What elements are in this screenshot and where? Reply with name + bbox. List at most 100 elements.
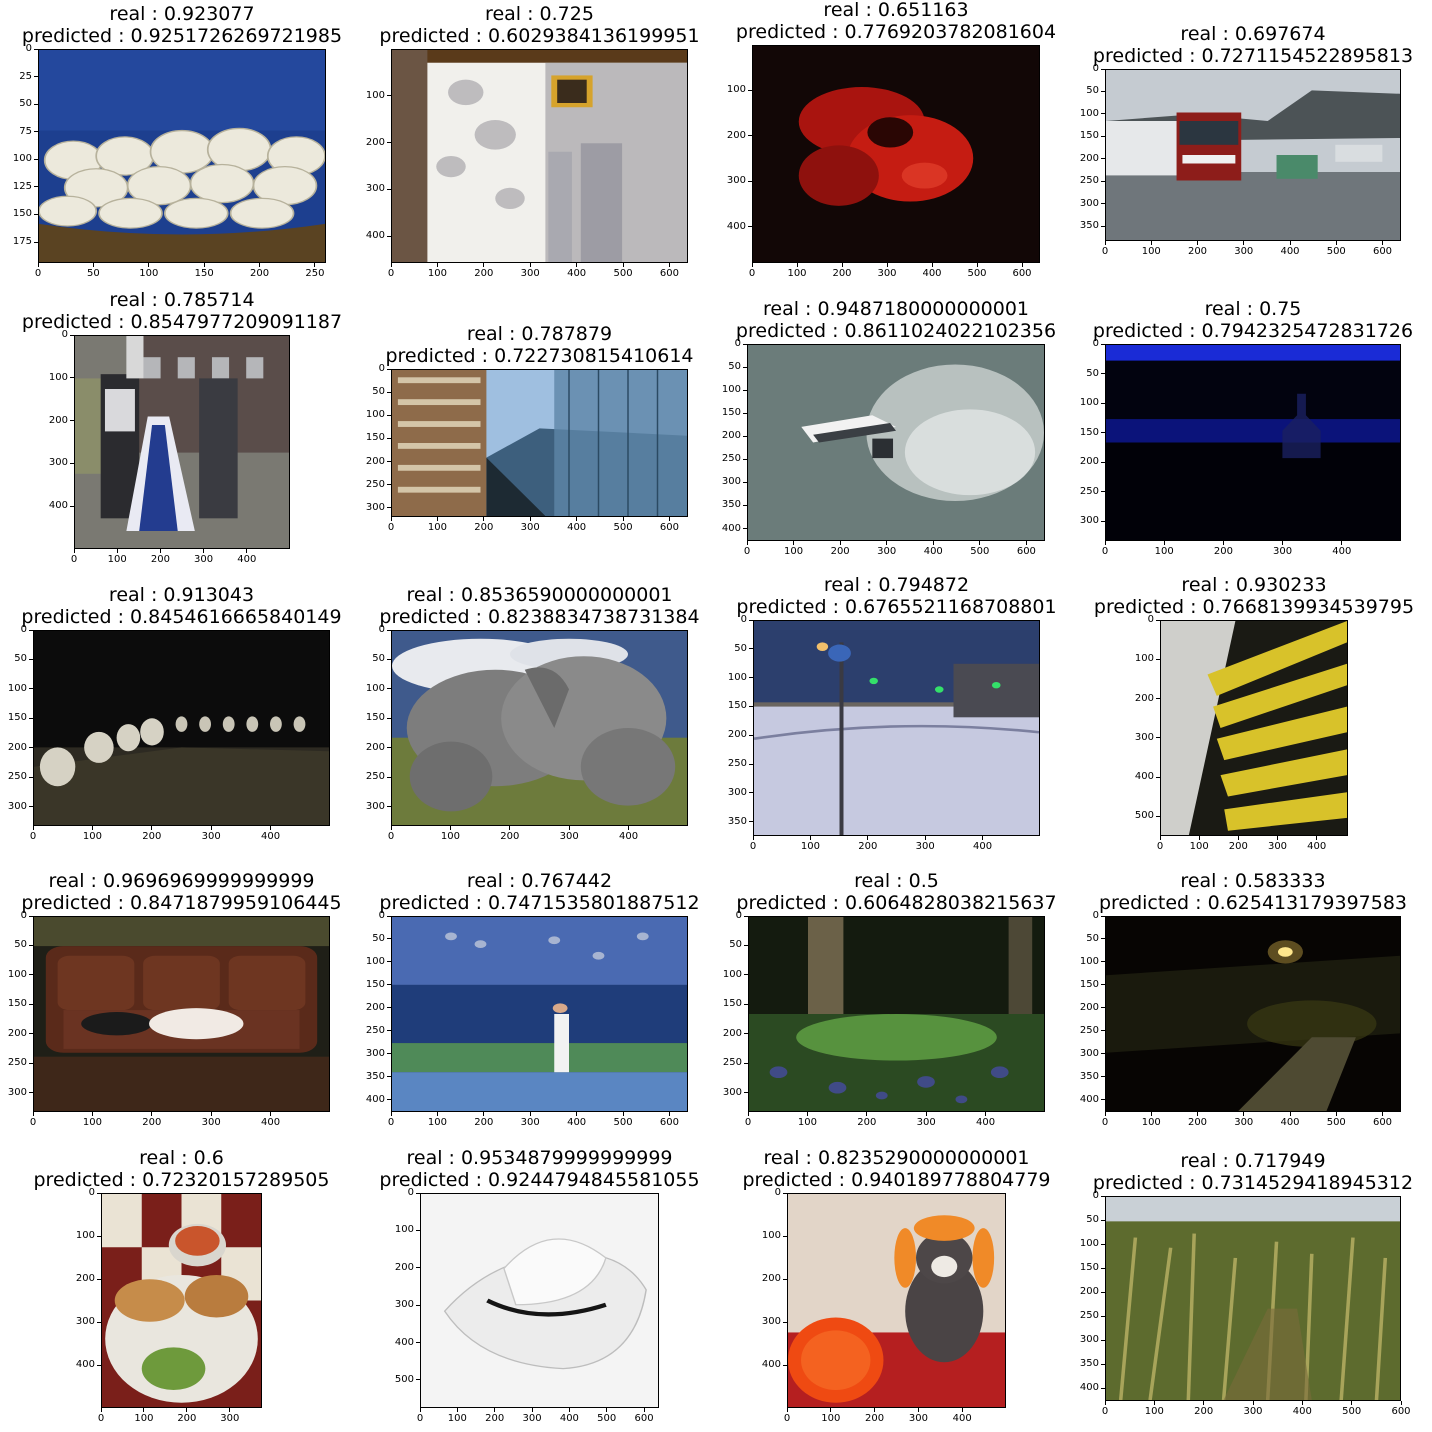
y-tick-label: 0	[378, 624, 385, 635]
x-tick-label: 300	[201, 831, 221, 842]
y-tick-mark	[749, 734, 753, 736]
subplot-title-real: real : 0.794872	[823, 574, 970, 596]
x-tick-mark	[529, 263, 531, 267]
y-tick-mark	[387, 806, 391, 808]
y-tick-mark	[70, 334, 74, 336]
y-tick-label: 400	[726, 220, 746, 232]
x-tick-label: 100	[107, 554, 127, 565]
x-tick-mark	[143, 1408, 145, 1412]
y-tick-mark	[744, 974, 748, 976]
y-tick-mark	[1156, 698, 1160, 700]
x-tick-mark	[1382, 241, 1383, 245]
subplot-image	[33, 630, 330, 826]
x-tick-mark	[270, 826, 272, 830]
x-tick-mark	[1282, 541, 1284, 545]
x-tick-label: 600	[1372, 1117, 1393, 1128]
x-tick-mark	[1316, 836, 1318, 840]
y-tick-mark	[387, 391, 391, 393]
y-tick-label: 0	[774, 1187, 781, 1198]
y-tick-label: 100	[721, 384, 741, 396]
x-tick-mark	[1351, 1401, 1353, 1405]
y-tick-label: 400	[761, 1359, 781, 1370]
y-tick-label: 300	[722, 1086, 742, 1098]
x-tick-mark	[886, 263, 888, 267]
y-tick-mark	[387, 984, 391, 986]
y-tick-label: 200	[365, 455, 385, 467]
y-tick-mark	[1101, 1030, 1105, 1032]
x-tick-mark	[668, 263, 670, 267]
y-tick-mark	[783, 1278, 787, 1280]
x-tick-label: 0	[97, 1413, 105, 1424]
x-tick-label: 100	[447, 1413, 467, 1424]
y-tick-mark	[387, 629, 391, 631]
y-tick-mark	[416, 1192, 420, 1194]
x-tick-label: 100	[427, 522, 447, 533]
x-tick-mark	[867, 836, 869, 840]
x-tick-mark	[1400, 1401, 1402, 1405]
y-tick-label: 350	[365, 1070, 385, 1082]
x-tick-mark	[229, 1408, 231, 1412]
x-tick-label: 400	[619, 831, 639, 842]
y-tick-mark	[29, 915, 33, 917]
y-tick-mark	[1101, 203, 1105, 205]
y-tick-label: 350	[1079, 1070, 1099, 1082]
x-tick-label: 300	[1273, 546, 1293, 557]
y-tick-mark	[1101, 1243, 1105, 1245]
subplot-title-real: real : 0.8536590000000001	[406, 584, 673, 606]
x-tick-label: 0	[34, 268, 42, 279]
x-tick-mark	[841, 263, 843, 267]
x-tick-mark	[643, 1408, 645, 1412]
y-tick-mark	[29, 1092, 33, 1094]
y-tick-label: 300	[7, 800, 27, 812]
x-tick-label: 500	[597, 1413, 617, 1424]
y-tick-label: 300	[761, 1316, 781, 1327]
y-tick-label: 200	[761, 1273, 781, 1284]
subplot-title-predicted: predicted : 0.7271154522895813	[1092, 45, 1414, 67]
subplot-title-predicted: predicted : 0.9251726269721985	[21, 25, 343, 47]
y-tick-mark	[387, 414, 391, 416]
x-tick-mark	[483, 1112, 485, 1116]
y-tick-label: 100	[1079, 1238, 1099, 1249]
y-tick-label: 150	[721, 407, 741, 419]
y-tick-label: 0	[88, 1187, 95, 1198]
x-tick-label: 200	[474, 268, 494, 279]
y-tick-label: 250	[365, 478, 385, 490]
y-tick-mark	[1101, 984, 1105, 986]
x-tick-mark	[1243, 1112, 1245, 1116]
subplot-image	[101, 1193, 262, 1408]
x-tick-mark	[151, 826, 153, 830]
subplot-title-real: real : 0.583333	[1180, 870, 1326, 892]
x-tick-label: 0	[744, 1117, 752, 1128]
y-tick-label: 100	[727, 671, 747, 683]
subplot-title-real: real : 0.75	[1204, 298, 1302, 320]
y-tick-mark	[416, 1342, 420, 1344]
x-tick-mark	[1104, 241, 1106, 245]
x-tick-label: 200	[249, 268, 270, 279]
y-tick-label: 400	[394, 1336, 414, 1348]
y-tick-mark	[1156, 619, 1160, 621]
x-tick-mark	[1203, 1401, 1205, 1405]
subplot-image	[787, 1193, 1006, 1408]
y-tick-label: 300	[1079, 515, 1099, 527]
x-tick-label: 100	[427, 268, 447, 279]
x-tick-mark	[148, 263, 150, 267]
y-tick-label: 0	[1092, 910, 1099, 921]
y-tick-label: 100	[365, 682, 385, 694]
x-tick-mark	[1021, 263, 1023, 267]
y-tick-label: 0	[1147, 614, 1154, 625]
y-tick-label: 350	[727, 815, 747, 827]
x-tick-label: 100	[427, 1117, 447, 1128]
x-tick-mark	[568, 1408, 570, 1412]
y-tick-label: 200	[1079, 152, 1099, 164]
subplot-image	[1105, 344, 1401, 541]
y-tick-mark	[97, 1321, 101, 1323]
y-tick-mark	[1101, 1099, 1105, 1101]
y-tick-mark	[387, 235, 391, 237]
subplot-image	[1160, 620, 1348, 836]
x-tick-label: 400	[237, 554, 257, 565]
x-tick-label: 0	[1156, 841, 1164, 852]
y-tick-mark	[387, 1030, 391, 1032]
y-tick-label: 200	[365, 741, 385, 753]
y-tick-mark	[749, 821, 753, 823]
x-tick-label: 600	[1391, 1406, 1411, 1417]
